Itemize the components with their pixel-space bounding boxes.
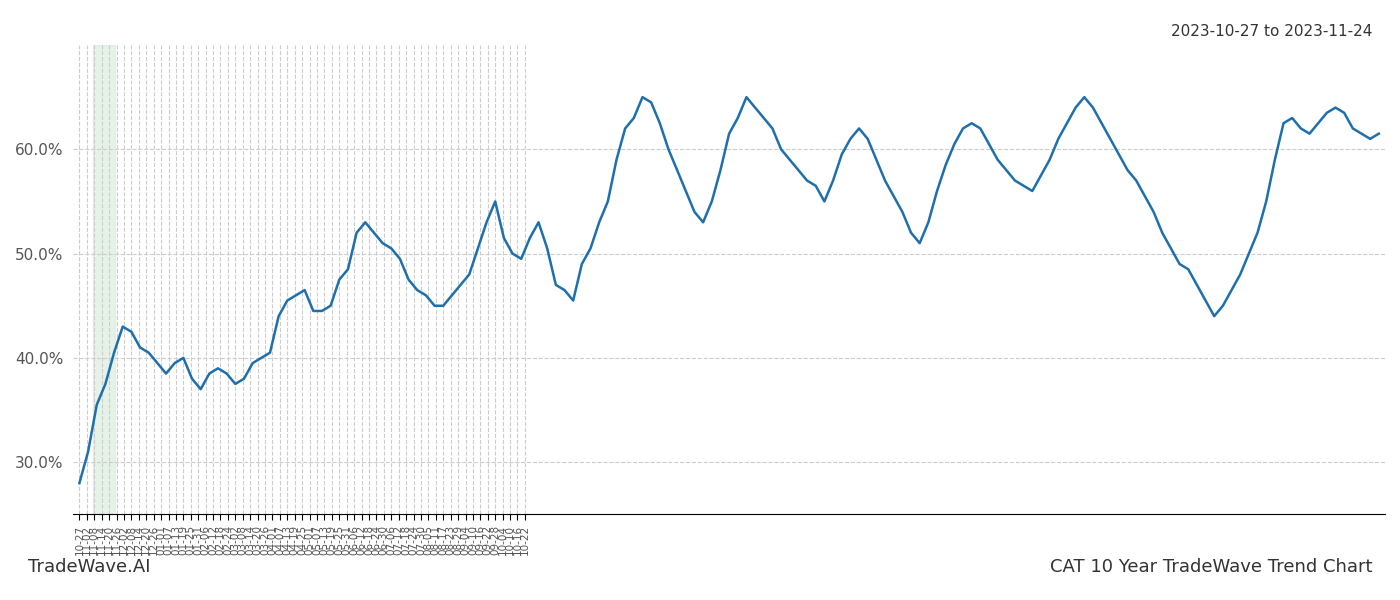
Text: 2023-10-27 to 2023-11-24: 2023-10-27 to 2023-11-24: [1170, 24, 1372, 39]
Text: CAT 10 Year TradeWave Trend Chart: CAT 10 Year TradeWave Trend Chart: [1050, 558, 1372, 576]
Text: TradeWave.AI: TradeWave.AI: [28, 558, 151, 576]
Bar: [92, 45, 115, 514]
